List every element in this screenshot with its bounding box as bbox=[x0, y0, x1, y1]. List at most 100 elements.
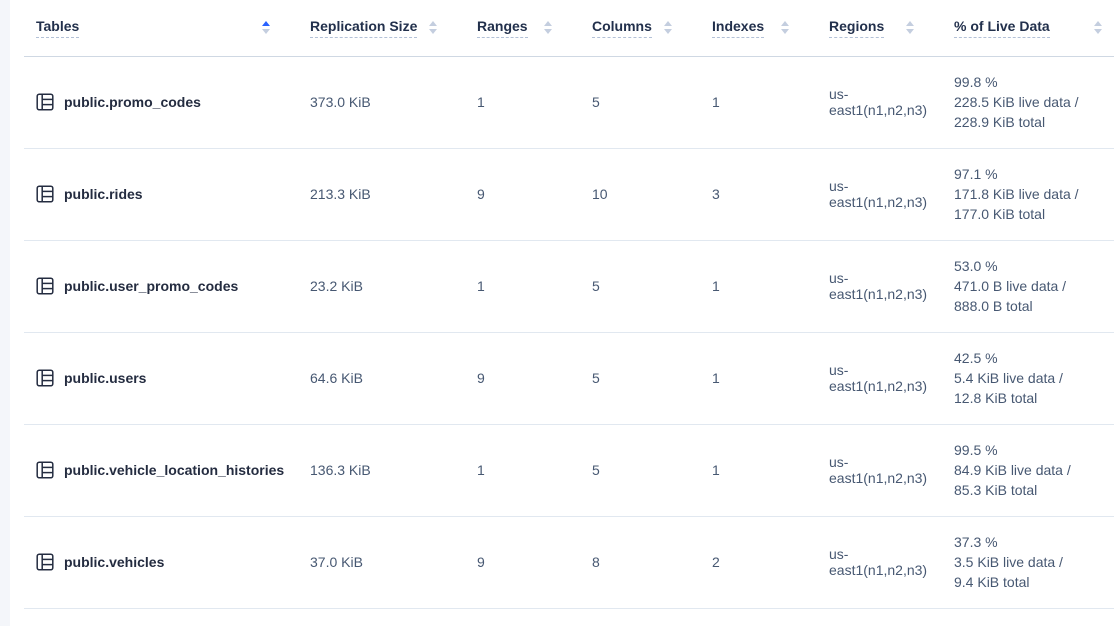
column-label-replication-size[interactable]: Replication Size bbox=[310, 18, 418, 38]
table-name-link[interactable]: public.rides bbox=[64, 186, 143, 202]
sort-desc-icon bbox=[1094, 29, 1102, 35]
table-row[interactable]: public.vehicles 37.0 KiB 9 8 2 us-east1(… bbox=[24, 516, 1114, 609]
table-name-link[interactable]: public.vehicle_location_histories bbox=[64, 462, 285, 478]
table-body: public.promo_codes 373.0 KiB 1 5 1 us-ea… bbox=[24, 56, 1114, 609]
database-tables-table: Tables Replication Size bbox=[24, 0, 1114, 609]
table-header: Tables Replication Size bbox=[24, 0, 1114, 57]
sorter-ranges[interactable] bbox=[544, 21, 552, 35]
sort-asc-icon bbox=[781, 21, 789, 27]
column-label-tables[interactable]: Tables bbox=[36, 18, 80, 38]
total-data-amount: 888.0 B total bbox=[954, 298, 1033, 314]
column-header-tables[interactable]: Tables bbox=[24, 0, 298, 57]
table-name-cell[interactable]: public.users bbox=[24, 332, 298, 425]
indexes-cell: 1 bbox=[700, 424, 817, 517]
indexes-cell: 3 bbox=[700, 148, 817, 241]
total-data-amount: 12.8 KiB total bbox=[954, 390, 1038, 406]
live-data-cell: 97.1 % 171.8 KiB live data / 177.0 KiB t… bbox=[942, 148, 1114, 241]
indexes-cell: 1 bbox=[700, 56, 817, 149]
columns-cell: 5 bbox=[580, 332, 700, 425]
columns-cell: 8 bbox=[580, 516, 700, 609]
sort-desc-icon bbox=[906, 29, 914, 35]
ranges-cell: 1 bbox=[465, 240, 580, 333]
column-header-indexes[interactable]: Indexes bbox=[700, 0, 817, 57]
header-row: Tables Replication Size bbox=[24, 0, 1114, 57]
indexes-cell: 2 bbox=[700, 516, 817, 609]
indexes-cell: 1 bbox=[700, 240, 817, 333]
replication-size-cell: 23.2 KiB bbox=[298, 240, 465, 333]
live-data-amount: 5.4 KiB live data / bbox=[954, 370, 1063, 386]
table-name-link[interactable]: public.user_promo_codes bbox=[64, 278, 239, 294]
column-header-live-data[interactable]: % of Live Data bbox=[942, 0, 1114, 57]
table-name-cell[interactable]: public.vehicles bbox=[24, 516, 298, 609]
regions-cell: us-east1(n1,n2,n3) bbox=[817, 148, 942, 241]
column-label-live-data[interactable]: % of Live Data bbox=[954, 18, 1050, 38]
sorter-replication-size[interactable] bbox=[429, 21, 437, 35]
table-icon bbox=[36, 185, 54, 203]
table-name-link[interactable]: public.promo_codes bbox=[64, 94, 201, 110]
column-label-columns[interactable]: Columns bbox=[592, 18, 652, 38]
sorter-tables[interactable] bbox=[262, 21, 270, 35]
table-row[interactable]: public.rides 213.3 KiB 9 10 3 us-east1(n… bbox=[24, 148, 1114, 241]
column-header-columns[interactable]: Columns bbox=[580, 0, 700, 57]
sort-asc-icon bbox=[544, 21, 552, 27]
live-data-percent: 53.0 % bbox=[954, 258, 998, 274]
sort-desc-icon bbox=[262, 29, 270, 35]
ranges-cell: 9 bbox=[465, 148, 580, 241]
column-label-regions[interactable]: Regions bbox=[829, 18, 885, 38]
regions-cell: us-east1(n1,n2,n3) bbox=[817, 240, 942, 333]
live-data-amount: 471.0 B live data / bbox=[954, 278, 1067, 294]
sorter-indexes[interactable] bbox=[781, 21, 789, 35]
table-name-link[interactable]: public.vehicles bbox=[64, 554, 165, 570]
sort-desc-icon bbox=[664, 29, 672, 35]
column-header-regions[interactable]: Regions bbox=[817, 0, 942, 57]
table-row[interactable]: public.vehicle_location_histories 136.3 … bbox=[24, 424, 1114, 517]
table-name-link[interactable]: public.users bbox=[64, 370, 147, 386]
column-label-indexes[interactable]: Indexes bbox=[712, 18, 765, 38]
ranges-cell: 9 bbox=[465, 516, 580, 609]
regions-cell: us-east1(n1,n2,n3) bbox=[817, 424, 942, 517]
table-name-cell[interactable]: public.vehicle_location_histories bbox=[24, 424, 298, 517]
column-label-ranges[interactable]: Ranges bbox=[477, 18, 528, 38]
live-data-cell: 37.3 % 3.5 KiB live data / 9.4 KiB total bbox=[942, 516, 1114, 609]
total-data-amount: 85.3 KiB total bbox=[954, 482, 1038, 498]
live-data-percent: 42.5 % bbox=[954, 350, 998, 366]
live-data-cell: 42.5 % 5.4 KiB live data / 12.8 KiB tota… bbox=[942, 332, 1114, 425]
total-data-amount: 9.4 KiB total bbox=[954, 574, 1030, 590]
table-row[interactable]: public.promo_codes 373.0 KiB 1 5 1 us-ea… bbox=[24, 56, 1114, 149]
sort-desc-icon bbox=[429, 29, 437, 35]
sorter-live-data[interactable] bbox=[1094, 21, 1102, 35]
page-left-gutter bbox=[0, 0, 10, 626]
sorter-regions[interactable] bbox=[906, 21, 914, 35]
replication-size-cell: 64.6 KiB bbox=[298, 332, 465, 425]
table-row[interactable]: public.user_promo_codes 23.2 KiB 1 5 1 u… bbox=[24, 240, 1114, 333]
replication-size-cell: 213.3 KiB bbox=[298, 148, 465, 241]
table-icon bbox=[36, 93, 54, 111]
regions-cell: us-east1(n1,n2,n3) bbox=[817, 56, 942, 149]
sorter-columns[interactable] bbox=[664, 21, 672, 35]
live-data-cell: 53.0 % 471.0 B live data / 888.0 B total bbox=[942, 240, 1114, 333]
sort-asc-icon bbox=[1094, 21, 1102, 27]
live-data-amount: 84.9 KiB live data / bbox=[954, 462, 1071, 478]
live-data-amount: 3.5 KiB live data / bbox=[954, 554, 1063, 570]
sort-desc-icon bbox=[544, 29, 552, 35]
sort-asc-icon bbox=[429, 21, 437, 27]
columns-cell: 5 bbox=[580, 240, 700, 333]
ranges-cell: 1 bbox=[465, 424, 580, 517]
table-name-cell[interactable]: public.promo_codes bbox=[24, 56, 298, 149]
table-name-cell[interactable]: public.rides bbox=[24, 148, 298, 241]
column-header-replication-size[interactable]: Replication Size bbox=[298, 0, 465, 57]
table-icon bbox=[36, 461, 54, 479]
live-data-amount: 228.5 KiB live data / bbox=[954, 94, 1079, 110]
live-data-cell: 99.5 % 84.9 KiB live data / 85.3 KiB tot… bbox=[942, 424, 1114, 517]
regions-cell: us-east1(n1,n2,n3) bbox=[817, 516, 942, 609]
sort-desc-icon bbox=[781, 29, 789, 35]
sort-asc-icon bbox=[906, 21, 914, 27]
live-data-percent: 97.1 % bbox=[954, 166, 998, 182]
ranges-cell: 1 bbox=[465, 56, 580, 149]
table-icon bbox=[36, 277, 54, 295]
column-header-ranges[interactable]: Ranges bbox=[465, 0, 580, 57]
table-name-cell[interactable]: public.user_promo_codes bbox=[24, 240, 298, 333]
columns-cell: 10 bbox=[580, 148, 700, 241]
table-row[interactable]: public.users 64.6 KiB 9 5 1 us-east1(n1,… bbox=[24, 332, 1114, 425]
